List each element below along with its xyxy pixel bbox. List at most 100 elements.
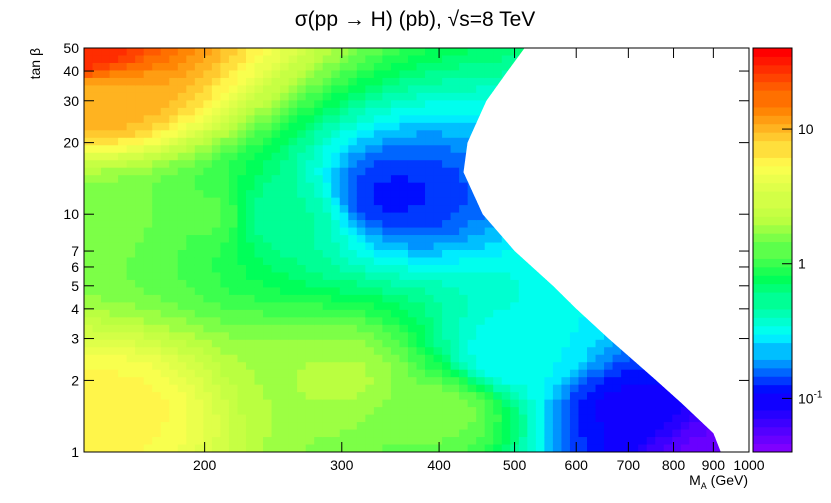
heatmap-cell [578, 339, 588, 348]
heatmap-cell [595, 347, 605, 356]
heatmap-cell [697, 294, 707, 303]
heatmap-cell [280, 137, 290, 146]
heatmap-cell [211, 197, 222, 206]
heatmap-cell [450, 145, 460, 154]
heatmap-cell [604, 48, 614, 57]
heatmap-cell [101, 272, 111, 281]
heatmap-cell [459, 115, 469, 124]
heatmap-cell [544, 145, 554, 154]
heatmap-cell [407, 212, 418, 221]
heatmap-cell [92, 429, 102, 438]
heatmap-cell [638, 62, 648, 72]
heatmap-cell [365, 48, 375, 57]
heatmap-cell [587, 399, 597, 408]
heatmap-cell [433, 362, 443, 371]
heatmap-cell [101, 354, 111, 363]
heatmap-cell [552, 107, 563, 116]
heatmap-cell [314, 399, 324, 408]
heatmap-cell [263, 220, 273, 229]
heatmap-cell [527, 167, 537, 176]
heatmap-cell [604, 235, 614, 244]
heatmap-cell [101, 152, 111, 161]
heatmap-cell [203, 190, 213, 199]
heatmap-cell [237, 264, 247, 274]
heatmap-cell [663, 272, 673, 281]
heatmap-cell [211, 160, 222, 169]
heatmap-cell [143, 444, 153, 452]
heatmap-cell [118, 55, 128, 64]
heatmap-cell [194, 220, 204, 229]
heatmap-cell [638, 190, 648, 199]
heatmap-cell [169, 77, 179, 87]
heatmap-cell [84, 444, 94, 452]
heatmap-cell [152, 190, 162, 199]
heatmap-cell [663, 407, 673, 416]
heatmap-cell [245, 205, 256, 214]
heatmap-cell [732, 183, 741, 191]
heatmap-cell [331, 444, 341, 452]
heatmap-cell [595, 115, 605, 124]
heatmap-cell [467, 414, 477, 423]
color-scale-tick-label: 10-1 [798, 389, 823, 406]
heatmap-cell [442, 429, 452, 438]
heatmap-cell [629, 145, 639, 154]
heatmap-cell [331, 160, 341, 169]
color-scale-band [753, 199, 792, 209]
heatmap-cell [535, 70, 545, 79]
heatmap-cell [211, 182, 222, 191]
heatmap-cell [135, 220, 145, 229]
heatmap-cell [655, 422, 665, 431]
heatmap-cell [288, 145, 298, 154]
heatmap-cell [382, 369, 392, 378]
heatmap-cell [697, 235, 707, 244]
heatmap-cell [169, 160, 179, 169]
heatmap-cell [143, 227, 153, 236]
heatmap-cell [92, 145, 102, 154]
heatmap-cell [143, 152, 153, 161]
heatmap-cell [697, 145, 707, 154]
heatmap-cell [322, 317, 332, 326]
heatmap-cell [595, 130, 605, 139]
heatmap-cell [672, 279, 682, 289]
heatmap-cell [646, 354, 656, 363]
heatmap-cell [476, 122, 486, 131]
heatmap-cell [672, 152, 682, 161]
heatmap-cell [263, 48, 273, 57]
heatmap-cell [365, 235, 375, 244]
heatmap-cell [126, 92, 136, 101]
color-scale-band [753, 275, 792, 285]
heatmap-cell [595, 287, 605, 296]
heatmap-cell [288, 160, 298, 169]
heatmap-cell [621, 197, 631, 206]
heatmap-cell [237, 175, 247, 184]
heatmap-cell [450, 384, 460, 393]
heatmap-cell [723, 392, 732, 400]
heatmap-cell [476, 227, 486, 236]
heatmap-cell [160, 70, 170, 79]
heatmap-cell [587, 70, 597, 79]
heatmap-cell [595, 190, 605, 199]
heatmap-cell [194, 287, 204, 296]
heatmap-cell [263, 272, 273, 281]
heatmap-cell [416, 392, 426, 401]
heatmap-cell [92, 205, 102, 214]
heatmap-cell [714, 264, 721, 274]
heatmap-cell [203, 62, 213, 72]
heatmap-cell [339, 257, 349, 266]
heatmap-cell [152, 130, 162, 139]
heatmap-cell [459, 279, 469, 289]
heatmap-cell [425, 392, 435, 401]
heatmap-cell [365, 399, 375, 408]
heatmap-cell [544, 70, 554, 79]
heatmap-cell [331, 242, 341, 251]
heatmap-cell [220, 227, 230, 236]
heatmap-cell [135, 77, 145, 87]
heatmap-cell [220, 92, 230, 101]
heatmap-cell [382, 190, 392, 199]
heatmap-cell [655, 444, 665, 452]
heatmap-cell [493, 332, 503, 341]
heatmap-cell [382, 399, 392, 408]
heatmap-cell [305, 407, 315, 416]
heatmap-cell [646, 377, 656, 386]
heatmap-cell [314, 339, 324, 348]
